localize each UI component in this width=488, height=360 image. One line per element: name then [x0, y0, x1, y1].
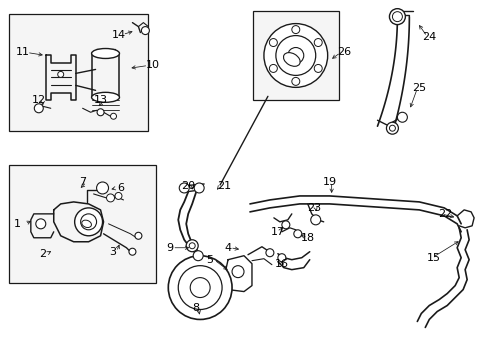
Text: 18: 18 — [300, 233, 314, 243]
Text: 7: 7 — [79, 177, 86, 187]
Circle shape — [141, 27, 149, 35]
Circle shape — [293, 230, 301, 238]
Circle shape — [314, 39, 322, 46]
Circle shape — [232, 266, 244, 278]
Text: 15: 15 — [427, 253, 440, 263]
Circle shape — [291, 77, 299, 85]
Circle shape — [397, 112, 407, 122]
Circle shape — [193, 251, 203, 261]
Text: 4: 4 — [224, 243, 231, 253]
Circle shape — [189, 243, 195, 249]
Circle shape — [291, 26, 299, 33]
Bar — [9, 165, 156, 283]
Circle shape — [179, 183, 189, 193]
Ellipse shape — [91, 49, 119, 58]
Text: 9: 9 — [166, 243, 174, 253]
Circle shape — [129, 248, 136, 255]
Text: 25: 25 — [411, 84, 426, 93]
Circle shape — [386, 122, 398, 134]
Circle shape — [97, 109, 104, 116]
Text: 13: 13 — [93, 95, 107, 105]
Text: 3: 3 — [109, 247, 116, 257]
Text: 24: 24 — [421, 32, 435, 41]
Circle shape — [190, 278, 210, 298]
Circle shape — [275, 36, 315, 75]
Text: 21: 21 — [217, 181, 231, 191]
Ellipse shape — [283, 53, 300, 66]
Circle shape — [281, 221, 289, 229]
Text: 10: 10 — [145, 60, 159, 71]
Text: 2: 2 — [39, 249, 46, 259]
Text: 14: 14 — [111, 30, 125, 40]
Text: 1: 1 — [13, 219, 20, 229]
Circle shape — [264, 24, 327, 87]
Circle shape — [135, 232, 142, 239]
Circle shape — [36, 219, 46, 229]
Circle shape — [168, 256, 232, 319]
Circle shape — [115, 193, 122, 199]
Ellipse shape — [91, 92, 119, 102]
Text: 19: 19 — [322, 177, 336, 187]
Circle shape — [310, 215, 320, 225]
Circle shape — [314, 64, 322, 72]
Circle shape — [388, 125, 395, 131]
Circle shape — [265, 249, 273, 257]
Circle shape — [34, 104, 43, 113]
Circle shape — [194, 183, 203, 193]
Text: 26: 26 — [337, 48, 351, 58]
Circle shape — [287, 48, 303, 63]
Circle shape — [106, 194, 114, 202]
Text: 8: 8 — [192, 302, 199, 312]
Circle shape — [81, 214, 96, 230]
Text: 23: 23 — [306, 203, 320, 213]
Circle shape — [388, 9, 405, 24]
Circle shape — [110, 113, 116, 119]
Text: 17: 17 — [270, 227, 285, 237]
Bar — [9, 14, 148, 131]
Circle shape — [392, 12, 402, 22]
Circle shape — [75, 208, 102, 236]
Circle shape — [96, 182, 108, 194]
Circle shape — [186, 240, 198, 252]
Text: 16: 16 — [274, 259, 288, 269]
Text: 12: 12 — [32, 95, 46, 105]
Text: 11: 11 — [16, 48, 30, 58]
Circle shape — [277, 254, 285, 262]
Circle shape — [58, 71, 63, 77]
Bar — [252, 11, 338, 100]
Ellipse shape — [81, 220, 91, 228]
Circle shape — [269, 64, 277, 72]
Text: 22: 22 — [437, 209, 451, 219]
Circle shape — [178, 266, 222, 310]
Text: 20: 20 — [181, 181, 195, 191]
Text: 6: 6 — [117, 183, 124, 193]
Circle shape — [269, 39, 277, 46]
Text: 5: 5 — [206, 255, 213, 265]
